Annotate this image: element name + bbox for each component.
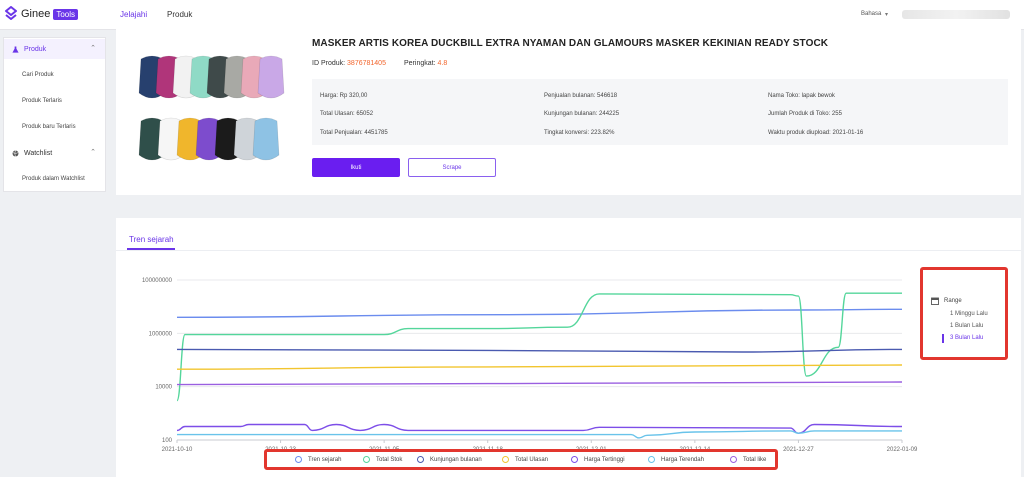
info-kunjungan-bulanan: Kunjungan bulanan: 244225 (544, 111, 620, 117)
sidebar-item-produk-baru-terlaris[interactable]: Produk baru Terlaris (22, 124, 76, 130)
mask-7 (257, 55, 285, 99)
info-waktu-upload: Waktu produk diupload: 2021-01-16 (768, 130, 864, 136)
follow-button[interactable]: Ikuti (312, 158, 400, 177)
series-line-harga-terendah (177, 430, 902, 439)
info-harga: Harga: Rp 320,00 (320, 93, 368, 99)
x-tick-label: 2022-01-09 (887, 447, 918, 453)
rating-label: Peringkat: (404, 60, 436, 67)
x-tick-label: 2021-10-10 (162, 447, 193, 453)
scrape-button[interactable]: Scrape (408, 158, 496, 177)
logo-badge: Tools (53, 8, 79, 20)
chevron-up-icon[interactable]: ⌃ (90, 45, 96, 52)
chart-legend: Tren sejarah Total Stok Kunjungan bulanan T… (264, 449, 778, 470)
legend-item-total-like[interactable]: Total like (730, 456, 766, 463)
legend-marker-icon (571, 456, 578, 463)
chevron-up-icon[interactable]: ⌃ (90, 149, 96, 156)
legend-marker-icon (417, 456, 424, 463)
info-total-penjualan: Total Penjualan: 4451785 (320, 130, 388, 136)
legend-marker-icon (295, 456, 302, 463)
language-selector[interactable]: Bahasa (861, 11, 882, 17)
legend-item-harga-tertinggi[interactable]: Harga Tertinggi (571, 456, 625, 463)
product-info-panel: Harga: Rp 320,00 Total Ulasan: 65052 Tot… (312, 79, 1008, 145)
series-line-kunjungan-bulanan (176, 348, 903, 353)
series-line-harga-tertinggi (176, 423, 903, 434)
range-selected-indicator (942, 334, 944, 343)
y-tick-label: 100 (162, 438, 173, 444)
product-id: ID Produk: 3876781405 (312, 60, 386, 67)
sidebar-group-watchlist[interactable]: Watchlist ⌃ (4, 143, 105, 163)
sidebar-item-produk-terlaris[interactable]: Produk Terlaris (22, 98, 62, 104)
x-tick-label: 2021-12-27 (783, 447, 814, 453)
sidebar-group-label: Watchlist (24, 149, 53, 157)
product-image (138, 55, 285, 161)
legend-marker-icon (363, 456, 370, 463)
legend-label: Total Ulasan (515, 456, 549, 463)
legend-item-total-stok[interactable]: Total Stok (363, 456, 402, 463)
legend-label: Harga Terendah (661, 456, 704, 463)
legend-label: Total like (743, 456, 767, 463)
legend-marker-icon (648, 456, 655, 463)
legend-item-harga-terendah[interactable]: Harga Terendah (648, 456, 704, 463)
logo[interactable]: Ginee Tools (4, 6, 79, 22)
caret-down-icon[interactable]: ▾ (885, 12, 889, 18)
globe-icon (12, 149, 19, 157)
range-option-1-bulan[interactable]: 1 Bulan Lalu (950, 323, 984, 329)
legend-label: Total Stok (376, 456, 403, 463)
series-line-tren-sejarah (176, 308, 903, 318)
product-rating: Peringkat: 4.8 (404, 60, 447, 67)
product-title: MASKER ARTIS KOREA DUCKBILL EXTRA NYAMAN… (312, 38, 829, 49)
info-nama-toko: Nama Toko: lapak bewok (768, 93, 835, 99)
tab-jelajahi[interactable]: Jelajahi (120, 10, 148, 19)
tab-produk[interactable]: Produk (167, 10, 193, 19)
ginee-logo-icon (5, 6, 17, 20)
legend-item-total-ulasan[interactable]: Total Ulasan (502, 456, 548, 463)
y-tick-label: 100000000 (142, 278, 173, 284)
calendar-icon (931, 297, 939, 305)
y-tick-label: 1000000 (149, 331, 173, 337)
product-id-value[interactable]: 3876781405 (347, 60, 386, 67)
info-penjualan-bulanan: Penjualan bulanan: 546618 (544, 93, 618, 99)
tab-tren-sejarah[interactable]: Tren sejarah (129, 235, 174, 244)
active-tab-indicator (127, 248, 175, 250)
trend-card: Tren sejarah (116, 218, 1021, 477)
legend-item-tren-sejarah[interactable]: Tren sejarah (295, 456, 341, 463)
range-title: Range (931, 297, 962, 305)
product-id-label: ID Produk: (312, 60, 346, 67)
legend-marker-icon (502, 456, 509, 463)
legend-marker-icon (730, 456, 737, 463)
legend-label: Harga Tertinggi (584, 456, 625, 463)
sidebar: Produk ⌃ Cari Produk Produk Terlaris Pro… (3, 37, 106, 192)
range-title-label: Range (944, 298, 962, 304)
user-account-menu[interactable] (902, 10, 1010, 19)
mask-14 (252, 117, 280, 161)
logo-text: Ginee (21, 8, 51, 20)
series-line-total-like (176, 381, 903, 386)
y-tick-label: 10000 (155, 385, 172, 391)
series-line-total-stok (176, 292, 902, 402)
sidebar-item-cari-produk[interactable]: Cari Produk (22, 72, 54, 78)
info-jumlah-produk: Jumlah Produk di Toko: 255 (768, 111, 842, 117)
product-card: MASKER ARTIS KOREA DUCKBILL EXTRA NYAMAN… (116, 27, 1021, 195)
flask-icon (12, 45, 19, 53)
legend-label: Kunjungan bulanan (430, 456, 482, 463)
sidebar-group-label: Produk (24, 45, 47, 53)
range-option-3-bulan[interactable]: 3 Bulan Lalu (950, 335, 984, 341)
divider (116, 250, 1021, 251)
info-tingkat-konversi: Tingkat konversi: 223.82% (544, 130, 615, 136)
info-total-ulasan: Total Ulasan: 65052 (320, 111, 374, 117)
range-option-1-minggu[interactable]: 1 Minggu Lalu (950, 311, 988, 317)
sidebar-group-produk[interactable]: Produk ⌃ (4, 39, 105, 59)
range-panel: Range 1 Minggu Lalu 1 Bulan Lalu 3 Bulan… (920, 267, 1008, 360)
sidebar-item-produk-dalam-watchlist[interactable]: Produk dalam Watchlist (22, 176, 85, 182)
rating-value: 4.8 (437, 60, 448, 67)
series-line-total-ulasan (176, 364, 903, 370)
legend-item-kunjungan-bulanan[interactable]: Kunjungan bulanan (417, 456, 482, 463)
legend-label: Tren sejarah (308, 456, 342, 463)
